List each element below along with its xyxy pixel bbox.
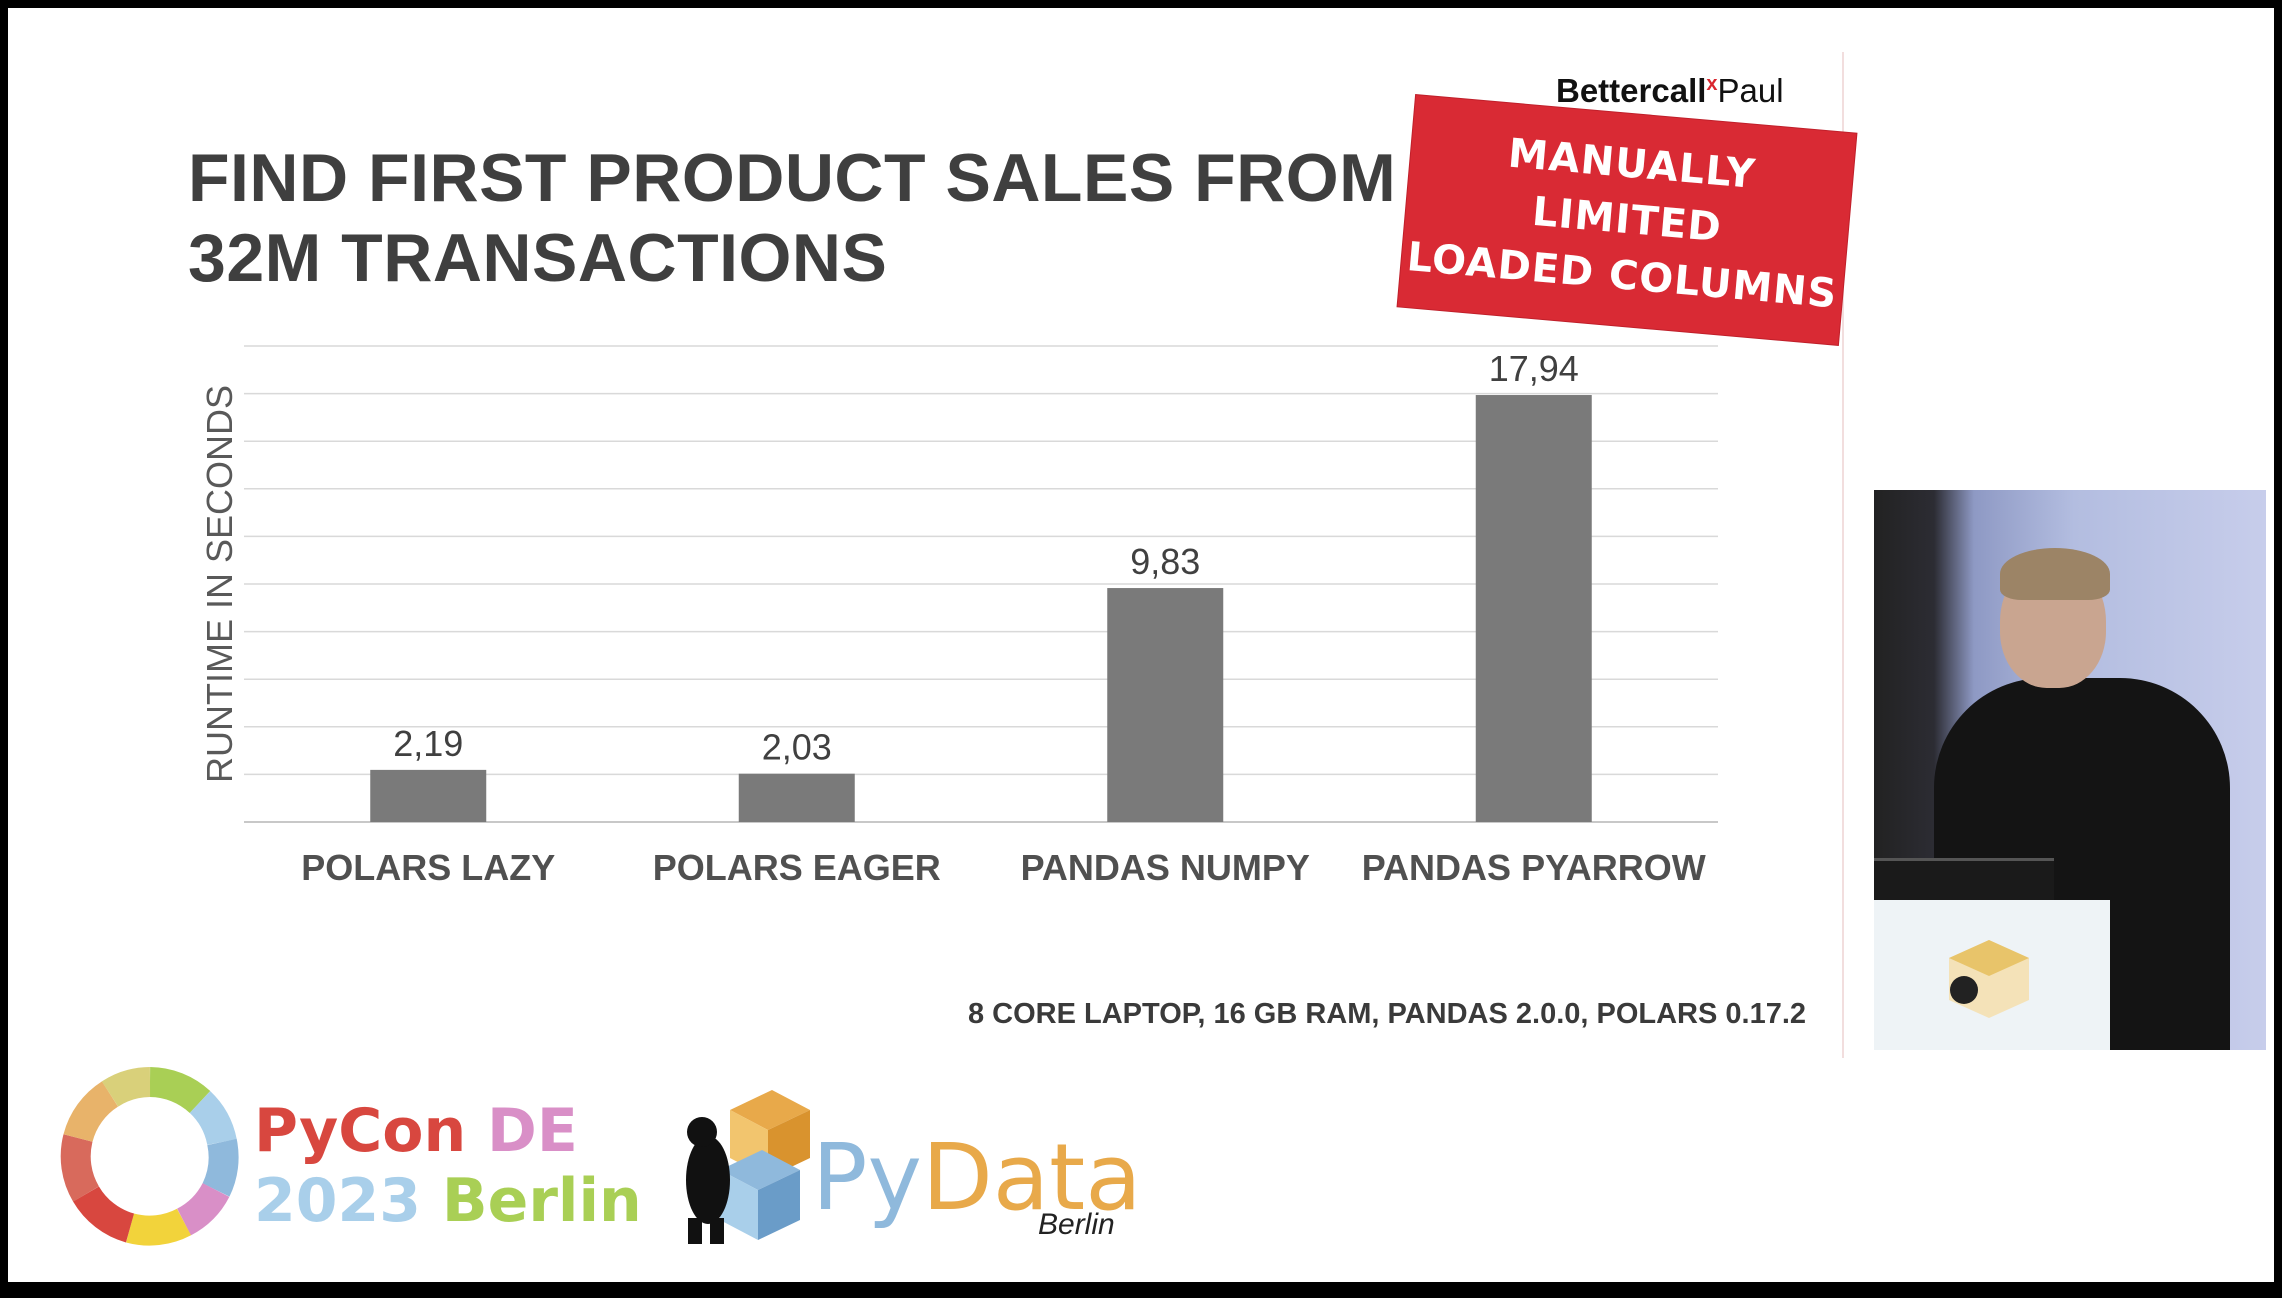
pydata-bear-cube-icon [686, 1090, 810, 1244]
pycon-year: 2023 [254, 1166, 421, 1236]
data-label-3: 17,94 [1489, 348, 1579, 389]
speaker-hair [2000, 548, 2110, 600]
category-label-1: POLARS EAGER [653, 847, 941, 888]
speaker-laptop [1874, 858, 2054, 907]
pycon-city: Berlin [421, 1166, 642, 1236]
slide-title: FIND FIRST PRODUCT SALES FROM 32M TRANSA… [188, 138, 1396, 298]
brand-regular: Paul [1717, 72, 1784, 109]
bar-polars-lazy [370, 769, 487, 822]
pycon-de-word: DE [466, 1096, 578, 1166]
data-label-0: 2,19 [393, 723, 463, 764]
slide-title-line1: FIND FIRST PRODUCT SALES FROM [188, 140, 1397, 216]
chart-y-axis-label: RUNTIME IN SECONDS [199, 385, 240, 783]
chart-category-labels: POLARS LAZY POLARS EAGER PANDAS NUMPY PANDA… [301, 847, 1706, 888]
benchmark-footnote: 8 CORE LAPTOP, 16 GB RAM, PANDAS 2.0.0, … [968, 998, 1807, 1030]
slide-edge [1842, 52, 1844, 1058]
data-label-1: 2,03 [762, 727, 832, 768]
chart-data-labels: 2,19 2,03 9,83 17,94 [393, 348, 1579, 768]
chart-bars [370, 395, 1592, 822]
bar-pandas-pyarrow [1475, 395, 1592, 822]
pycon-ring-icon [60, 1067, 239, 1246]
speaker-video-feed [1874, 490, 2266, 1050]
stamp-text: MANUALLY LIMITED LOADED COLUMNS [1400, 117, 1855, 323]
pycon-wordmark-line2: 2023 Berlin [254, 1166, 642, 1236]
category-label-3: PANDAS PYARROW [1362, 847, 1706, 888]
bar-pandas-numpy [1107, 588, 1224, 822]
manually-limited-stamp: MANUALLY LIMITED LOADED COLUMNS [1397, 95, 1857, 345]
pycon-word: PyCon [254, 1096, 467, 1166]
pycon-wordmark-line1: PyCon DE [254, 1096, 578, 1166]
podium-pydata-icon [1949, 940, 2029, 1018]
bar-polars-eager [738, 773, 855, 822]
category-label-0: POLARS LAZY [301, 847, 555, 888]
brand-bold: Bettercall [1556, 72, 1707, 109]
pydata-data: Data [921, 1124, 1142, 1231]
chart-gridlines [244, 345, 1718, 823]
brand-logo: BettercallxPaul [1556, 72, 1784, 110]
runtime-bar-chart: 2,19 2,03 9,83 17,94 POLARS LAZY POLARS EAGE… [199, 345, 1718, 888]
brand-mark: x [1706, 73, 1718, 95]
slide-frame: FIND FIRST PRODUCT SALES FROM 32M TRANSA… [8, 8, 2274, 1282]
pydata-city: Berlin [1038, 1208, 1115, 1241]
slide-title-line2: 32M TRANSACTIONS [188, 220, 888, 296]
pydata-py: Py [812, 1124, 922, 1231]
pydata-wordmark: PyData [812, 1128, 1142, 1228]
data-label-2: 9,83 [1130, 541, 1200, 582]
category-label-2: PANDAS NUMPY [1021, 847, 1310, 888]
